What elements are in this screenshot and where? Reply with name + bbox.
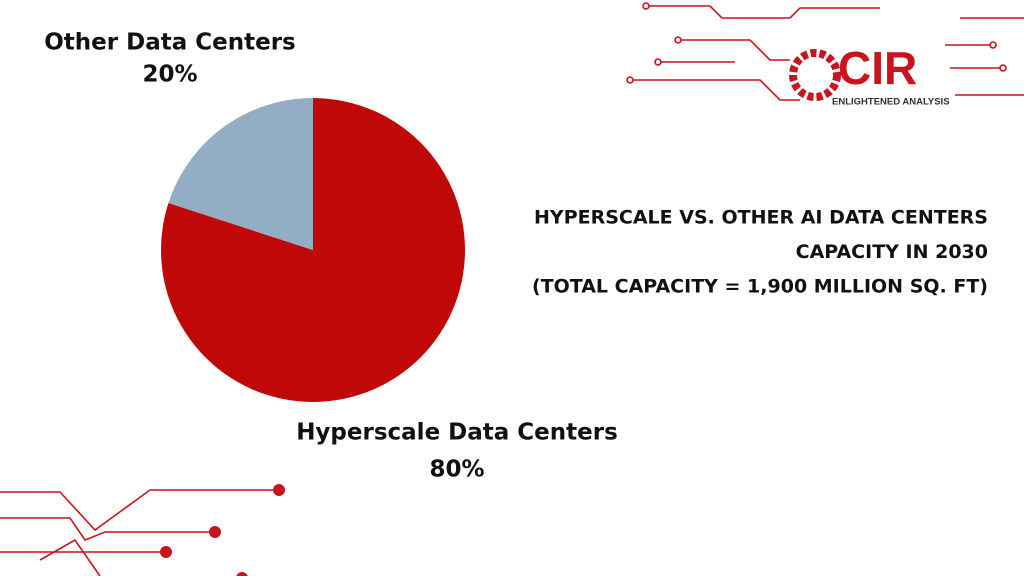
logo: CIR ENLIGHTENED ANALYSIS (789, 42, 950, 108)
chart-title: HYPERSCALE VS. OTHER AI DATA CENTERS (534, 207, 988, 229)
value-label: 80% (429, 457, 484, 483)
chart-title: (TOTAL CAPACITY = 1,900 MILLION SQ. FT) (532, 276, 988, 298)
pie-slice (168, 98, 313, 250)
value-label: 20% (142, 62, 197, 88)
logo-tagline: ENLIGHTENED ANALYSIS (832, 97, 950, 108)
chart-title: CAPACITY IN 2030 (796, 241, 988, 263)
logo-name: CIR (838, 42, 917, 94)
slice-label: Other Data Centers (44, 30, 295, 56)
slice-label: Hyperscale Data Centers (296, 420, 618, 446)
